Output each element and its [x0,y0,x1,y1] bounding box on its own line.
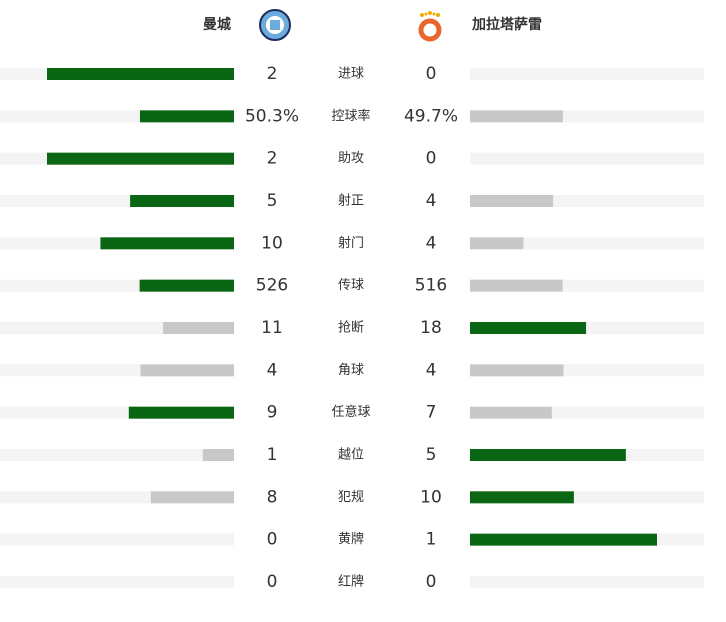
home-value: 5 [267,191,278,211]
home-value: 1 [267,445,278,465]
bar-track [470,68,704,80]
stat-name: 射正 [338,193,364,209]
stat-name: 犯规 [338,490,364,505]
away-value: 0 [426,572,437,592]
stat-name: 进球 [338,67,364,82]
away-bar [470,533,657,546]
home-value: 2 [267,149,278,169]
home-bar [47,152,234,165]
home-bar [100,237,234,250]
away-bar [470,279,563,292]
stat-name: 越位 [338,448,364,463]
bar-track [0,449,234,461]
away-bar [470,491,574,504]
away-value: 4 [426,233,437,253]
away-value: 0 [426,149,437,169]
away-value: 10 [420,487,442,507]
home-value: 526 [256,276,288,296]
stat-name: 黄牌 [338,531,364,547]
away-value: 18 [420,318,442,338]
bar-track [0,533,234,546]
stat-name: 角球 [338,363,364,378]
bar-track [0,576,234,588]
away-bar [470,322,587,334]
stat-name: 射门 [338,235,364,251]
home-value: 0 [267,572,278,592]
home-bar [139,110,234,123]
home-value: 0 [267,530,278,550]
home-value: 50.3% [245,106,299,126]
stat-name: 抢断 [338,320,364,336]
away-bar [470,237,524,250]
away-value: 49.7% [404,106,458,126]
home-value: 9 [267,403,278,423]
stat-name: 助攻 [338,151,364,166]
home-bar [202,449,234,461]
home-bar [139,279,234,292]
stat-name: 控球率 [331,108,370,124]
home-logo [259,9,291,41]
home-bar [163,322,234,334]
home-team: 曼城 [203,16,231,33]
home-bar [140,364,234,377]
away-value: 1 [426,530,437,550]
home-value: 8 [267,487,278,507]
home-bar [128,406,234,419]
away-bar [470,364,564,377]
bar-track [470,152,704,165]
away-bar [470,195,554,207]
away-value: 5 [426,445,437,465]
away-value: 4 [426,191,437,211]
stat-name: 任意球 [331,404,370,420]
away-value: 4 [426,360,437,380]
home-bar [130,195,234,207]
home-value: 11 [261,318,283,338]
away-bar [470,406,552,419]
stat-name: 红牌 [338,574,364,590]
away-value: 516 [415,276,447,296]
home-bar [150,491,234,504]
away-value: 7 [426,403,437,423]
away-bar [470,110,563,123]
away-team: 加拉塔萨雷 [471,16,542,33]
away-logo [418,11,442,42]
stat-name: 传球 [338,278,364,293]
bar-track [470,576,704,588]
home-bar [47,68,234,80]
away-bar [470,449,626,461]
home-value: 4 [267,360,278,380]
home-value: 2 [267,64,278,84]
bar-track [470,237,704,250]
away-value: 0 [426,64,437,84]
home-value: 10 [261,233,283,253]
